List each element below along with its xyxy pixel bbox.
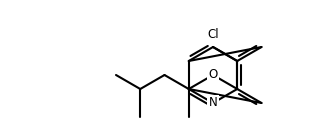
Text: O: O (208, 69, 218, 81)
Text: Cl: Cl (207, 28, 219, 41)
Text: N: N (209, 97, 218, 109)
